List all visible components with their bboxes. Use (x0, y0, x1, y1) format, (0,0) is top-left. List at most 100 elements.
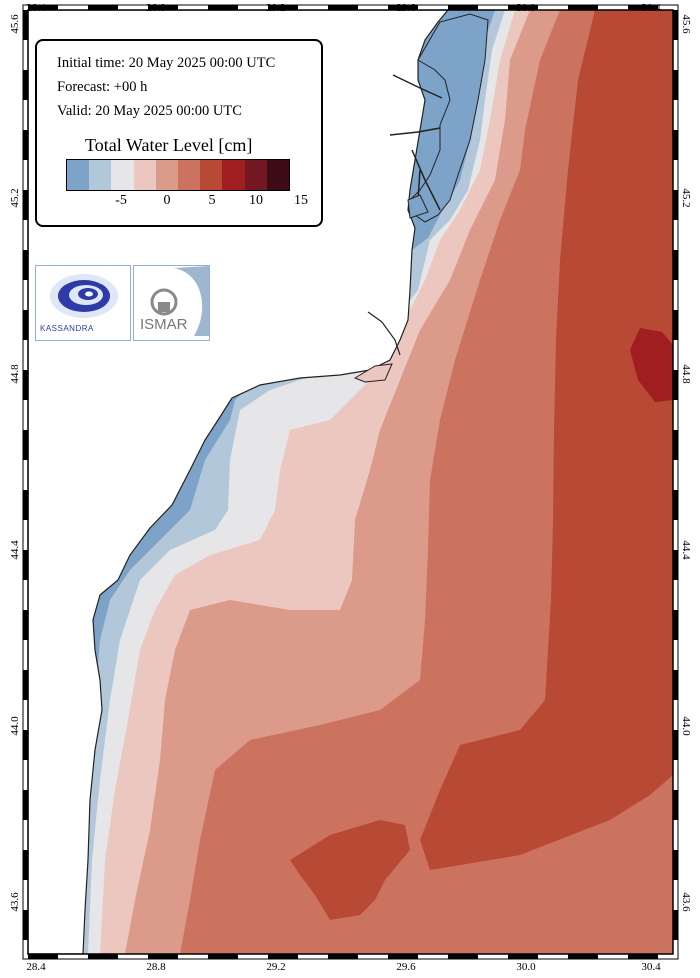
color-bar-tick-label: 15 (294, 193, 308, 208)
kassandra-logo: KASSANDRA (35, 265, 131, 341)
water-level-field (28, 10, 673, 954)
frame-segment (88, 954, 118, 959)
frame-segment (673, 670, 678, 700)
frame-segment (673, 490, 678, 520)
frame-segment (673, 310, 678, 340)
y-tick-label: 45.2 (9, 188, 21, 207)
frame-segment (208, 5, 238, 10)
x-tick-label: 28.8 (146, 961, 166, 973)
color-bar-swatch (244, 160, 267, 190)
frame-segment (673, 430, 678, 460)
delta-lagoon (409, 13, 489, 223)
ismar-logo: ISMAR (133, 265, 210, 341)
color-bar-labels: -5 0 5 10 15 (66, 193, 308, 213)
frame-segment (673, 70, 678, 100)
frame-segment (673, 910, 678, 940)
y-tick-label: 43.6 (680, 892, 692, 912)
legend-title: Total Water Level [cm] (85, 135, 253, 155)
color-bar-swatch (177, 160, 201, 190)
frame-segment (673, 10, 678, 40)
x-tick-label: 30.4 (641, 2, 661, 14)
y-tick-label: 44.4 (9, 540, 21, 560)
color-bar-tick-label: 5 (208, 193, 216, 208)
frame-segment (148, 5, 178, 10)
axis-tick-labels: 28.4 28.4 28.8 28.8 29.2 29.2 29.6 29.6 30.0 30.0… (9, 2, 692, 973)
frame-segment (268, 5, 298, 10)
frame-segment (388, 954, 418, 959)
frame-segment (673, 790, 678, 820)
frame-segment (23, 490, 28, 520)
x-tick-label: 29.2 (266, 961, 285, 973)
frame-segment (328, 954, 358, 959)
frame-segment (23, 850, 28, 880)
color-bar-swatch (133, 160, 156, 190)
x-tick-label: 29.6 (396, 2, 416, 14)
x-tick-label: 28.4 (26, 961, 46, 973)
y-tick-label: 45.2 (680, 188, 692, 207)
map-frame (22, 4, 679, 960)
frame-segment (23, 430, 28, 460)
color-bar-swatch (222, 160, 245, 190)
frame-segment (673, 610, 678, 640)
x-tick-label: 28.4 (26, 2, 46, 14)
y-tick-label: 44.8 (680, 364, 692, 384)
frame-segment (673, 190, 678, 220)
color-bar-swatch (155, 160, 178, 190)
frame-segment (268, 954, 298, 959)
coastal-spit (353, 363, 393, 383)
frame-segment (23, 370, 28, 400)
sea-level-patch-red (290, 820, 410, 920)
frame-segment (673, 370, 678, 400)
y-tick-label: 44.4 (680, 540, 692, 560)
x-tick-label: 30.4 (641, 961, 661, 973)
frame-segment (148, 954, 178, 959)
x-tick-label: 30.0 (516, 961, 536, 973)
x-tick-label: 28.8 (146, 2, 166, 14)
frame-segment (23, 130, 28, 160)
frame-segment (328, 5, 358, 10)
frame-segment (508, 954, 538, 959)
frame-segment (23, 790, 28, 820)
frame-segment (628, 954, 658, 959)
frame-segment (448, 5, 478, 10)
frame-segment (628, 5, 658, 10)
color-bar-swatch (200, 160, 223, 190)
frame-segment (23, 610, 28, 640)
frame-segment (673, 550, 678, 580)
initial-time-text: Initial time: 20 May 2025 00:00 UTC (57, 55, 276, 71)
delta-island (407, 194, 429, 219)
kassandra-swirl-icon (50, 274, 118, 318)
frame-segment (448, 954, 478, 959)
sea-level-patch (218, 665, 236, 708)
frame-segment (23, 70, 28, 100)
frame-segment (23, 190, 28, 220)
frame-segment (23, 310, 28, 340)
color-bar-swatch (111, 160, 134, 190)
frame-segment (28, 954, 58, 959)
frame-segment (23, 550, 28, 580)
y-tick-label: 44.0 (9, 716, 21, 736)
frame-segment (673, 130, 678, 160)
frame-segment (28, 5, 58, 10)
color-bar-tick-label: 10 (249, 193, 263, 208)
x-tick-label: 29.2 (266, 2, 285, 14)
info-legend-panel: Initial time: 20 May 2025 00:00 UTC Fore… (35, 39, 323, 227)
frame-segment (23, 730, 28, 760)
frame-segment (388, 5, 418, 10)
delta-channel (389, 74, 443, 211)
x-tick-label: 29.6 (396, 961, 416, 973)
color-bar-swatch (266, 160, 289, 190)
kassandra-logo-text: KASSANDRA (40, 324, 94, 333)
x-tick-label: 30.0 (516, 2, 536, 14)
frame-segment (568, 5, 598, 10)
y-tick-label: 45.6 (9, 14, 21, 34)
color-bar-swatch (67, 160, 90, 190)
y-tick-label: 45.6 (680, 14, 692, 34)
y-tick-label: 44.0 (680, 716, 692, 736)
frame-segment (23, 910, 28, 940)
frame-segment (23, 250, 28, 280)
ismar-logo-text: ISMAR (140, 316, 188, 333)
frame-segment (673, 250, 678, 280)
forecast-text: Forecast: +00 h (57, 79, 148, 95)
